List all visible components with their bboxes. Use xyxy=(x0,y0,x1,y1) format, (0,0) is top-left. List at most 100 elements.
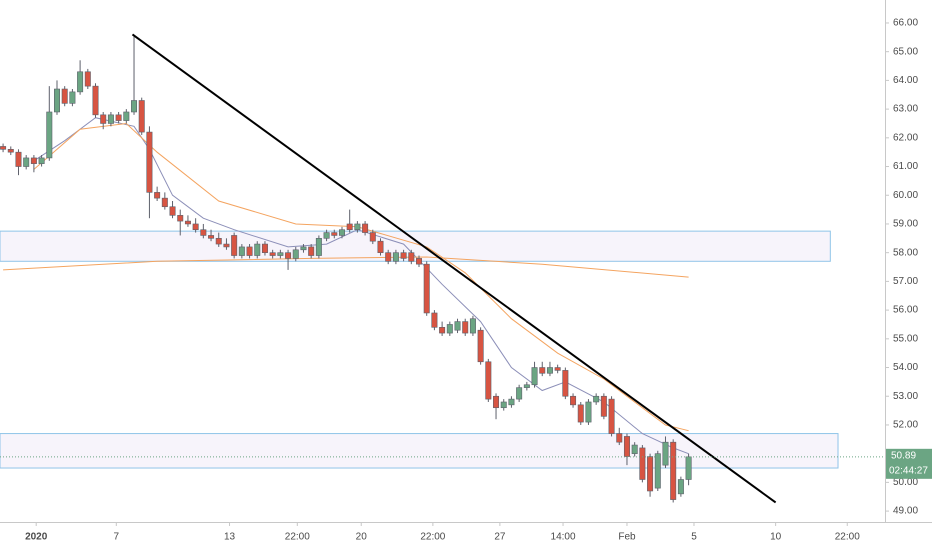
x-tick-label: 27 xyxy=(494,532,506,543)
moving-average xyxy=(33,122,689,432)
candle-body xyxy=(308,246,315,256)
candle-body xyxy=(408,252,415,262)
candle-body xyxy=(177,215,184,222)
candle-body xyxy=(562,370,569,397)
trendline xyxy=(131,33,777,504)
candle-body xyxy=(346,223,353,231)
candle-body xyxy=(685,456,692,480)
y-tick-label: 55.00 xyxy=(893,333,918,344)
candle-body xyxy=(146,131,153,193)
candle-body xyxy=(423,263,430,314)
candle-body xyxy=(23,157,30,167)
x-tick-label: 10 xyxy=(770,532,782,543)
x-tick-label: 20 xyxy=(356,532,368,543)
moving-average xyxy=(3,256,689,278)
y-tick-label: 56.00 xyxy=(893,305,918,316)
candle-body xyxy=(516,387,523,400)
candle-body xyxy=(477,329,484,363)
candle-body xyxy=(38,157,45,164)
candle-body xyxy=(54,88,60,113)
candle-body xyxy=(577,404,584,423)
candle-body xyxy=(677,479,684,495)
y-tick-label: 65.00 xyxy=(893,46,918,57)
candle-body xyxy=(238,246,245,256)
candle-body xyxy=(485,361,492,400)
candle-body xyxy=(315,238,322,256)
candle-body xyxy=(554,367,561,371)
candle-body xyxy=(623,436,630,457)
candle-body xyxy=(30,157,37,164)
candle-body xyxy=(69,91,76,104)
candle-body xyxy=(585,401,592,423)
candle-body xyxy=(670,441,677,500)
candle-body xyxy=(354,223,361,231)
y-tick-label: 61.00 xyxy=(893,161,918,172)
x-tick-label: 5 xyxy=(691,532,697,543)
candle-body xyxy=(84,71,91,87)
candle-body xyxy=(338,229,345,236)
candle-body xyxy=(392,252,399,262)
candle-body xyxy=(200,229,207,236)
candle-body xyxy=(246,246,253,256)
candle-body xyxy=(138,100,145,133)
candle-body xyxy=(192,223,199,231)
candle-body xyxy=(369,232,376,242)
candle-body xyxy=(616,433,623,443)
candle-body xyxy=(208,235,215,239)
candle-body xyxy=(231,235,238,256)
y-tick-label: 60.00 xyxy=(893,190,918,201)
candle-body xyxy=(500,401,507,409)
candle-body xyxy=(331,232,338,236)
candle-body xyxy=(439,327,446,334)
x-tick-label: 7 xyxy=(114,532,120,543)
candle-body xyxy=(416,258,423,265)
x-tick-label: 22:00 xyxy=(285,532,310,543)
candle-body xyxy=(508,398,515,406)
candle-body xyxy=(593,395,600,403)
candle-body xyxy=(639,447,646,480)
candle-body xyxy=(92,85,99,116)
candle-body xyxy=(215,238,222,245)
candle-body xyxy=(15,151,22,167)
candle-body xyxy=(600,395,607,417)
candle-body xyxy=(169,206,176,216)
x-tick-label: 22:00 xyxy=(835,532,860,543)
candle-body xyxy=(300,246,307,251)
y-tick-label: 49.00 xyxy=(893,506,918,517)
y-tick-label: 53.00 xyxy=(893,391,918,402)
candle-body xyxy=(662,441,669,466)
candle-body xyxy=(261,243,268,253)
candle-body xyxy=(107,114,114,124)
x-tick-label: Feb xyxy=(618,532,636,543)
y-tick-label: 50.00 xyxy=(893,477,918,488)
last-price-label: 50.89 xyxy=(891,450,916,461)
y-tick-label: 62.00 xyxy=(893,132,918,143)
candle-body xyxy=(123,111,130,121)
candle-body xyxy=(161,197,168,208)
candle-body xyxy=(61,88,68,104)
candle-body xyxy=(292,249,299,259)
countdown-label: 02:44:27 xyxy=(889,465,928,476)
y-tick-label: 57.00 xyxy=(893,276,918,287)
candle-body xyxy=(223,243,230,248)
candle-body xyxy=(446,324,453,334)
y-tick-label: 63.00 xyxy=(893,104,918,115)
candle-body xyxy=(385,252,392,262)
candle-body xyxy=(269,252,276,256)
candle-body xyxy=(100,114,107,124)
candle-body xyxy=(493,395,500,409)
candle-body xyxy=(377,240,384,253)
candle-body xyxy=(184,220,191,225)
candle-body xyxy=(277,252,284,256)
candle-body xyxy=(546,367,553,374)
y-tick-label: 66.00 xyxy=(893,18,918,29)
candle-body xyxy=(631,444,638,454)
zone xyxy=(0,433,839,469)
candle-body xyxy=(469,318,476,334)
candle-body xyxy=(454,321,461,331)
candle-body xyxy=(362,223,369,233)
y-tick-label: 54.00 xyxy=(893,362,918,373)
y-tick-label: 64.00 xyxy=(893,75,918,86)
